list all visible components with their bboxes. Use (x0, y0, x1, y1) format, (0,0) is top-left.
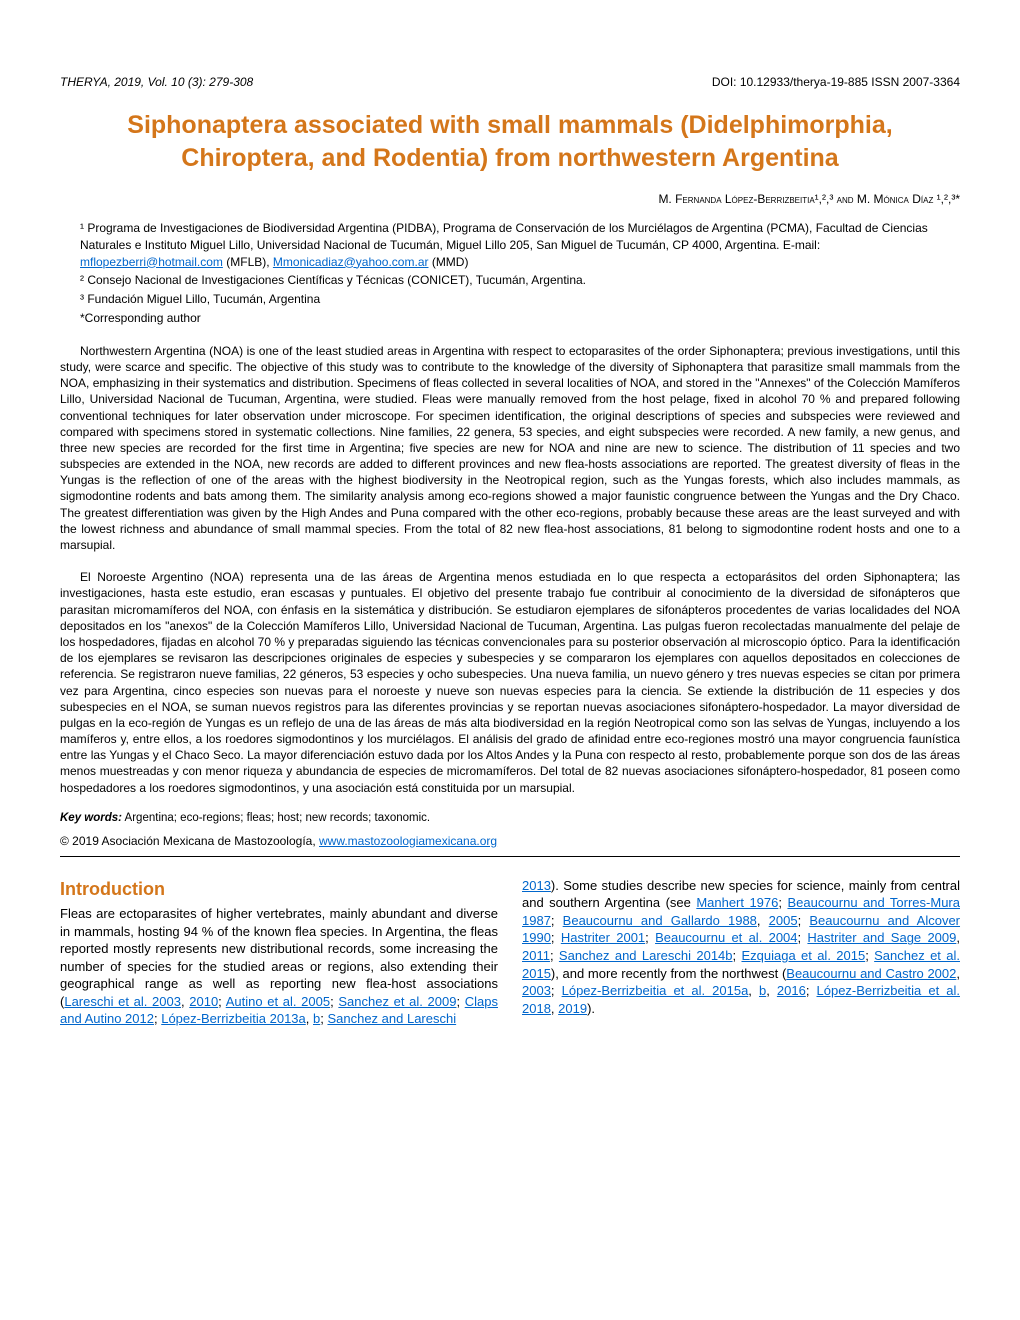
ref-hastriter-2001[interactable]: Hastriter 2001 (561, 930, 645, 945)
email-link-2[interactable]: Mmonicadiaz@yahoo.com.ar (273, 255, 429, 269)
affiliation-3: ³ Fundación Miguel Lillo, Tucumán, Argen… (80, 291, 960, 308)
ref-sanchez-lareschi[interactable]: Sanchez and Lareschi (327, 1011, 456, 1026)
journal-citation: THERYA, 2019, Vol. 10 (3): 279-308 (60, 75, 253, 89)
column-left: Introduction Fleas are ectoparasites of … (60, 877, 498, 1028)
column-right: 2013). Some studies describe new species… (522, 877, 960, 1028)
keywords-label: Key words: (60, 812, 122, 824)
ref-lopez-2013a[interactable]: López-Berrizbeitia 2013a (161, 1011, 306, 1026)
ref-manhert-1976[interactable]: Manhert 1976 (696, 895, 778, 910)
body-text: Introduction Fleas are ectoparasites of … (60, 877, 960, 1028)
intro-paragraph-right: 2013). Some studies describe new species… (522, 877, 960, 1017)
ref-2011[interactable]: 2011 (522, 948, 550, 963)
journal-header: THERYA, 2019, Vol. 10 (3): 279-308 DOI: … (60, 75, 960, 89)
copyright-line: © 2019 Asociación Mexicana de Mastozoolo… (60, 834, 960, 857)
ref-2005[interactable]: 2005 (769, 913, 798, 928)
ref-sanchez-2009[interactable]: Sanchez et al. 2009 (338, 994, 456, 1009)
abstract-es-text: El Noroeste Argentino (NOA) representa u… (60, 569, 960, 796)
keywords-text: Argentina; eco-regions; fleas; host; new… (122, 812, 430, 824)
abstract-en-text: Northwestern Argentina (NOA) is one of t… (60, 343, 960, 553)
ref-lareschi-2003[interactable]: Lareschi et al. 2003 (64, 994, 181, 1009)
intro-paragraph-left: Fleas are ectoparasites of higher verteb… (60, 905, 498, 1028)
ref-hastriter-sage-2009[interactable]: Hastriter and Sage 2009 (807, 930, 956, 945)
ref-lareschi-2010[interactable]: 2010 (189, 994, 218, 1009)
ref-2013[interactable]: 2013 (522, 878, 551, 893)
ref-autino-2005[interactable]: Autino et al. 2005 (226, 994, 330, 1009)
ref-beaucournu-1988[interactable]: Beaucournu and Gallardo 1988 (563, 913, 757, 928)
corresponding-author: *Corresponding author (80, 310, 960, 327)
ref-beaucournu-2004[interactable]: Beaucournu et al. 2004 (655, 930, 797, 945)
keywords-block: Key words: Argentina; eco-regions; fleas… (60, 812, 960, 824)
ref-2016[interactable]: 2016 (777, 983, 806, 998)
introduction-heading: Introduction (60, 877, 498, 901)
email-link-1[interactable]: mflopezberri@hotmail.com (80, 255, 223, 269)
abstract-english: Northwestern Argentina (NOA) is one of t… (60, 343, 960, 553)
affiliations-block: ¹ Programa de Investigaciones de Biodive… (80, 220, 960, 327)
article-title: Siphonaptera associated with small mamma… (60, 109, 960, 174)
ref-2003[interactable]: 2003 (522, 983, 551, 998)
affiliation-2: ² Consejo Nacional de Investigaciones Ci… (80, 272, 960, 289)
abstract-spanish: El Noroeste Argentino (NOA) representa u… (60, 569, 960, 796)
ref-ezquiaga-2015[interactable]: Ezquiaga et al. 2015 (741, 948, 865, 963)
author-list: M. Fernanda López-Berrizbeitia¹,²,³ and … (60, 192, 960, 206)
ref-lopez-2015a[interactable]: López-Berrizbeitia et al. 2015a (562, 983, 749, 998)
ref-sanchez-lareschi-2014b[interactable]: Sanchez and Lareschi 2014b (559, 948, 733, 963)
doi-issn: DOI: 10.12933/therya-19-885 ISSN 2007-33… (712, 75, 960, 89)
copyright-link[interactable]: www.mastozoologiamexicana.org (319, 834, 497, 848)
ref-beaucournu-castro-2002[interactable]: Beaucournu and Castro 2002 (786, 966, 956, 981)
affiliation-1: ¹ Programa de Investigaciones de Biodive… (80, 220, 960, 270)
ref-2019[interactable]: 2019 (558, 1001, 587, 1016)
